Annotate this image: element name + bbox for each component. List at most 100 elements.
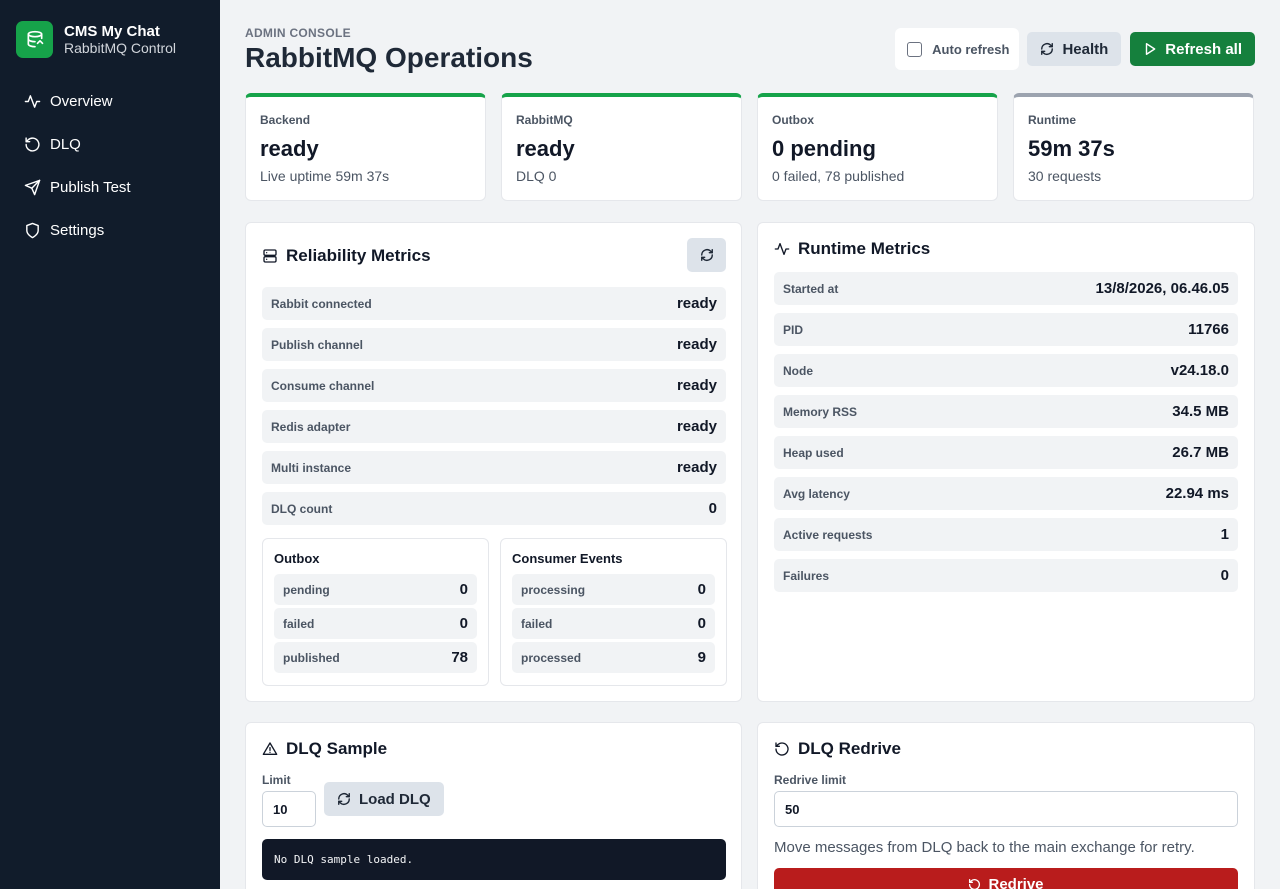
redrive-limit-input[interactable]: 50 bbox=[774, 791, 1238, 827]
database-icon bbox=[16, 21, 53, 58]
metric-value: 0 bbox=[1220, 567, 1229, 584]
activity-icon bbox=[774, 243, 790, 255]
outbox-box: Outbox pending 0 failed 0 published 78 bbox=[262, 538, 489, 686]
panel-title: DLQ Sample bbox=[262, 739, 387, 759]
sidebar-nav: Overview DLQ Publish Test Settings bbox=[0, 80, 220, 252]
metric-key: Avg latency bbox=[783, 486, 850, 501]
metric-value: ready bbox=[676, 295, 717, 312]
stat-label: Backend bbox=[260, 113, 311, 127]
page-title: RabbitMQ Operations bbox=[245, 42, 533, 73]
runtime-metrics-panel: Runtime Metrics Started at 13/8/2026, 06… bbox=[757, 222, 1255, 702]
stat-value: 59m 37s bbox=[1028, 136, 1115, 161]
panel-title-text: Reliability Metrics bbox=[286, 246, 431, 265]
metric-key: failed bbox=[521, 616, 553, 631]
panel-title-text: DLQ Sample bbox=[286, 739, 388, 758]
metric-key: Started at bbox=[783, 281, 839, 296]
load-dlq-label: Load DLQ bbox=[359, 790, 431, 808]
reliability-refresh-button[interactable] bbox=[687, 238, 726, 272]
refresh-icon bbox=[1041, 43, 1054, 55]
auto-refresh-label: Auto refresh bbox=[932, 41, 1010, 57]
stat-card-backend: Backend ready Live uptime 59m 37s bbox=[245, 93, 486, 201]
sidebar-item-publish-test[interactable]: Publish Test bbox=[0, 166, 220, 209]
health-button-label: Health bbox=[1062, 40, 1109, 58]
metric-value: ready bbox=[676, 336, 717, 353]
sidebar-item-label: Settings bbox=[50, 222, 105, 239]
sidebar-item-label: Overview bbox=[50, 93, 113, 110]
runtime-row: Node v24.18.0 bbox=[774, 354, 1238, 387]
metric-key: DLQ count bbox=[271, 501, 333, 516]
metric-value: 11766 bbox=[1188, 321, 1229, 338]
stat-sub: 30 requests bbox=[1028, 168, 1102, 184]
activity-icon bbox=[24, 95, 41, 108]
metric-value: 0 bbox=[697, 581, 706, 598]
panel-title: Reliability Metrics bbox=[262, 246, 431, 266]
metric-row: DLQ count 0 bbox=[262, 492, 726, 525]
stat-card-runtime: Runtime 59m 37s 30 requests bbox=[1013, 93, 1254, 201]
metric-row: Redis adapter ready bbox=[262, 410, 726, 443]
metric-value: 22.94 ms bbox=[1165, 485, 1229, 502]
runtime-row: Avg latency 22.94 ms bbox=[774, 477, 1238, 510]
metric-value: ready bbox=[676, 377, 717, 394]
metric-value: 13/8/2026, 06.46.05 bbox=[1095, 280, 1229, 297]
metric-key: pending bbox=[283, 582, 330, 597]
metric-key: Failures bbox=[783, 568, 830, 583]
metric-key: PID bbox=[783, 322, 804, 337]
metric-key: failed bbox=[283, 616, 315, 631]
runtime-row: Memory RSS 34.5 MB bbox=[774, 395, 1238, 428]
stat-label: Runtime bbox=[1028, 113, 1076, 127]
metric-value: 78 bbox=[451, 649, 468, 666]
runtime-row: Heap used 26.7 MB bbox=[774, 436, 1238, 469]
load-dlq-button[interactable]: Load DLQ bbox=[324, 782, 444, 816]
health-button[interactable]: Health bbox=[1027, 32, 1122, 66]
dlq-sample-output: No DLQ sample loaded. bbox=[262, 839, 726, 880]
sidebar-item-dlq[interactable]: DLQ bbox=[0, 123, 220, 166]
redrive-note: Move messages from DLQ back to the main … bbox=[774, 839, 1195, 856]
redrive-button-label: Redrive bbox=[988, 876, 1044, 889]
refresh-all-button[interactable]: Refresh all bbox=[1130, 32, 1255, 66]
refresh-icon bbox=[338, 793, 350, 805]
panel-title-text: Runtime Metrics bbox=[798, 239, 931, 258]
metric-key: Multi instance bbox=[271, 460, 352, 475]
consumer-events-title: Consumer Events bbox=[512, 551, 623, 566]
stat-card-outbox: Outbox 0 pending 0 failed, 78 published bbox=[757, 93, 998, 201]
warning-icon bbox=[262, 742, 278, 755]
metric-value: ready bbox=[676, 459, 717, 476]
refresh-icon bbox=[700, 249, 713, 261]
panel-title: DLQ Redrive bbox=[774, 739, 901, 759]
stat-card-rabbitmq: RabbitMQ ready DLQ 0 bbox=[501, 93, 742, 201]
metric-key: Node bbox=[783, 363, 813, 378]
metric-key: Active requests bbox=[783, 527, 873, 542]
brand-subtitle: RabbitMQ Control bbox=[64, 39, 177, 56]
consumer-row: processed 9 bbox=[512, 642, 715, 673]
metric-value: 34.5 MB bbox=[1172, 403, 1229, 420]
metric-row: Publish channel ready bbox=[262, 328, 726, 361]
dlq-sample-panel: DLQ Sample Limit 10 Load DLQ No DLQ samp… bbox=[245, 722, 742, 889]
consumer-events-box: Consumer Events processing 0 failed 0 pr… bbox=[500, 538, 727, 686]
stat-sub: Live uptime 59m 37s bbox=[260, 168, 390, 184]
metric-key: processed bbox=[521, 650, 582, 665]
sidebar-item-overview[interactable]: Overview bbox=[0, 80, 220, 123]
sidebar-item-label: DLQ bbox=[50, 136, 81, 153]
metric-value: 0 bbox=[459, 581, 468, 598]
stat-label: Outbox bbox=[772, 113, 814, 127]
metric-value: 26.7 MB bbox=[1172, 444, 1229, 461]
metric-key: Heap used bbox=[783, 445, 844, 460]
stat-sub: DLQ 0 bbox=[516, 168, 557, 184]
metric-key: Rabbit connected bbox=[271, 296, 372, 311]
sidebar-item-settings[interactable]: Settings bbox=[0, 209, 220, 252]
auto-refresh-toggle[interactable]: Auto refresh bbox=[895, 28, 1020, 70]
rotate-icon bbox=[25, 137, 40, 152]
sidebar-item-label: Publish Test bbox=[50, 179, 131, 196]
metric-value: 1 bbox=[1220, 526, 1229, 543]
limit-input[interactable]: 10 bbox=[262, 791, 316, 827]
outbox-row: published 78 bbox=[274, 642, 477, 673]
limit-label: Limit bbox=[262, 773, 291, 787]
auto-refresh-checkbox[interactable] bbox=[907, 41, 923, 57]
metric-value: 0 bbox=[459, 615, 468, 632]
metric-value: 9 bbox=[697, 649, 706, 666]
redrive-button[interactable]: Redrive bbox=[774, 868, 1238, 889]
play-icon bbox=[1146, 43, 1156, 55]
stat-value: 0 pending bbox=[772, 136, 876, 161]
shield-icon bbox=[26, 222, 39, 239]
stat-value: ready bbox=[516, 136, 575, 161]
